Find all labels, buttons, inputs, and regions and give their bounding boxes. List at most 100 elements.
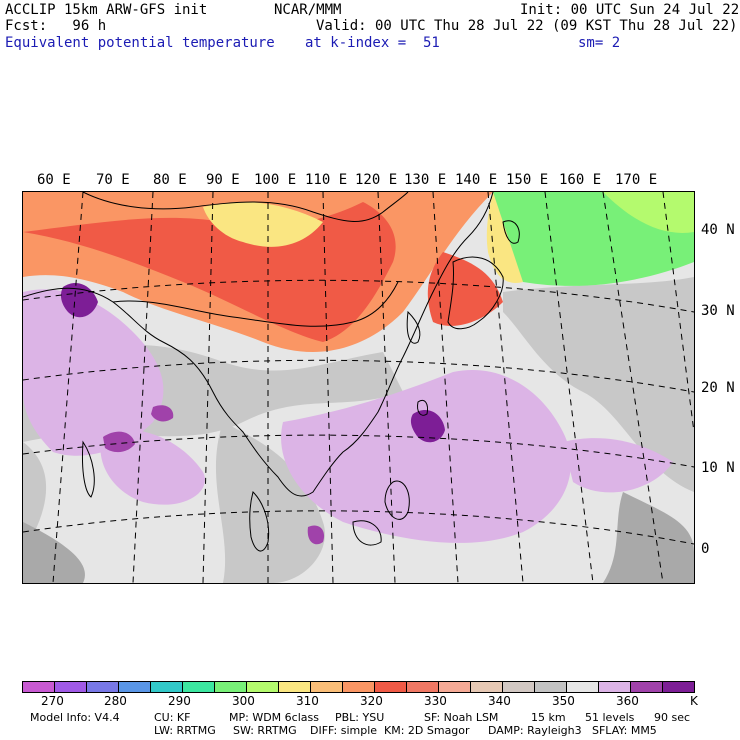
lat-label: 30 N bbox=[701, 303, 735, 319]
coastline-korea bbox=[406, 310, 421, 344]
coastline-malay bbox=[249, 491, 270, 552]
colorbar-swatch bbox=[182, 682, 214, 692]
source-label: NCAR/MMM bbox=[274, 2, 342, 18]
colorbar-swatch bbox=[566, 682, 598, 692]
colorbar-tick: 330 bbox=[424, 694, 447, 708]
model-info: DIFF: simple bbox=[310, 724, 378, 737]
graticule bbox=[23, 192, 694, 583]
model-info: 15 km bbox=[531, 711, 566, 724]
colorbar-swatch bbox=[502, 682, 534, 692]
coastline-philippines bbox=[384, 480, 410, 520]
colorbar-tick: 270 bbox=[41, 694, 64, 708]
dark-gray-band bbox=[23, 522, 85, 583]
colorbar-tick: 350 bbox=[552, 694, 575, 708]
colorbar-swatch bbox=[23, 682, 54, 692]
map-field bbox=[23, 192, 694, 583]
model-info: SF: Noah LSM bbox=[424, 711, 499, 724]
colorbar-tick: 340 bbox=[488, 694, 511, 708]
map-panel bbox=[22, 191, 695, 584]
colorbar-tick: 290 bbox=[168, 694, 191, 708]
lat-label: 10 N bbox=[701, 460, 735, 476]
colorbar-tick: 360 bbox=[616, 694, 639, 708]
coastline-japan bbox=[447, 256, 504, 330]
parallel-line bbox=[23, 434, 694, 468]
field-name: Equivalent potential temperature bbox=[5, 35, 275, 51]
cool-band-yellow bbox=[486, 192, 523, 283]
colorbar-tick: 310 bbox=[296, 694, 319, 708]
lon-label: 60 E bbox=[37, 172, 71, 188]
lon-label: 80 E bbox=[153, 172, 187, 188]
parallel-line bbox=[23, 510, 694, 545]
colorbar-swatch bbox=[438, 682, 470, 692]
model-info: LW: RRTMG bbox=[154, 724, 216, 737]
parallel-line bbox=[23, 279, 694, 313]
max-region bbox=[151, 405, 174, 422]
model-info: PBL: YSU bbox=[335, 711, 385, 724]
colorbar-tick: 280 bbox=[104, 694, 127, 708]
colorbar-swatch bbox=[662, 682, 694, 692]
model-info: SW: RRTMG bbox=[233, 724, 297, 737]
colorbar-swatch bbox=[534, 682, 566, 692]
lon-label: 160 E bbox=[559, 172, 602, 188]
colorbar-swatch bbox=[406, 682, 438, 692]
warm-band-yellow bbox=[203, 202, 323, 247]
colorbar-swatch bbox=[310, 682, 342, 692]
model-info: 90 sec bbox=[654, 711, 691, 724]
lat-label: 20 N bbox=[701, 380, 735, 396]
model-info: KM: 2D Smagor bbox=[384, 724, 470, 737]
colorbar-swatch bbox=[246, 682, 278, 692]
model-info: CU: KF bbox=[154, 711, 191, 724]
colorbar-tick: 300 bbox=[232, 694, 255, 708]
lon-label: 140 E bbox=[455, 172, 498, 188]
valid-time: Valid: 00 UTC Thu 28 Jul 22 (09 KST Thu … bbox=[316, 18, 738, 34]
cool-band-lightgreen bbox=[603, 192, 694, 233]
model-info: DAMP: Rayleigh3 bbox=[488, 724, 582, 737]
lon-label: 130 E bbox=[404, 172, 447, 188]
gray-band bbox=[23, 442, 47, 552]
lat-label: 40 N bbox=[701, 222, 735, 238]
colorbar-swatch bbox=[86, 682, 118, 692]
coastline-borneo bbox=[352, 520, 382, 546]
gray-band bbox=[503, 277, 694, 492]
colorbar-swatch bbox=[150, 682, 182, 692]
colorbar-swatch bbox=[630, 682, 662, 692]
lon-label: 170 E bbox=[615, 172, 658, 188]
parallel-line bbox=[23, 359, 694, 393]
coastlines bbox=[23, 192, 520, 552]
coastline-srilanka bbox=[82, 440, 95, 498]
colorbar-swatch bbox=[598, 682, 630, 692]
colorbar-swatch bbox=[278, 682, 310, 692]
coastline bbox=[23, 192, 494, 497]
model-info: MP: WDM 6class bbox=[229, 711, 319, 724]
lon-label: 100 E bbox=[254, 172, 297, 188]
k-index-label: at k-index = 51 bbox=[305, 35, 440, 51]
model-info: Model Info: V4.4 bbox=[30, 711, 120, 724]
colorbar-unit: K bbox=[690, 694, 698, 708]
lon-label: 70 E bbox=[96, 172, 130, 188]
meridian-line bbox=[662, 192, 694, 433]
coastline-taiwan bbox=[417, 399, 428, 416]
colorbar bbox=[22, 681, 695, 693]
lon-label: 150 E bbox=[506, 172, 549, 188]
model-info: SFLAY: MM5 bbox=[592, 724, 657, 737]
colorbar-swatch bbox=[214, 682, 246, 692]
model-title: ACCLIP 15km ARW-GFS init bbox=[5, 2, 208, 18]
border-line bbox=[82, 192, 409, 222]
colorbar-tick: 320 bbox=[360, 694, 383, 708]
model-info: 51 levels bbox=[585, 711, 635, 724]
moist-region-india bbox=[23, 289, 164, 456]
colorbar-swatch bbox=[118, 682, 150, 692]
gray-band bbox=[215, 422, 325, 583]
forecast-hour: Fcst: 96 h bbox=[5, 18, 107, 34]
lon-label: 120 E bbox=[355, 172, 398, 188]
colorbar-swatch bbox=[54, 682, 86, 692]
lon-label: 90 E bbox=[206, 172, 240, 188]
colorbar-swatch bbox=[342, 682, 374, 692]
warm-band-red-japan bbox=[427, 252, 503, 326]
max-region bbox=[410, 409, 445, 443]
moist-region-east bbox=[563, 438, 673, 493]
lat-label: 0 bbox=[701, 541, 710, 557]
border-line bbox=[112, 281, 399, 327]
lon-label: 110 E bbox=[305, 172, 348, 188]
smoothing-label: sm= 2 bbox=[578, 35, 621, 51]
